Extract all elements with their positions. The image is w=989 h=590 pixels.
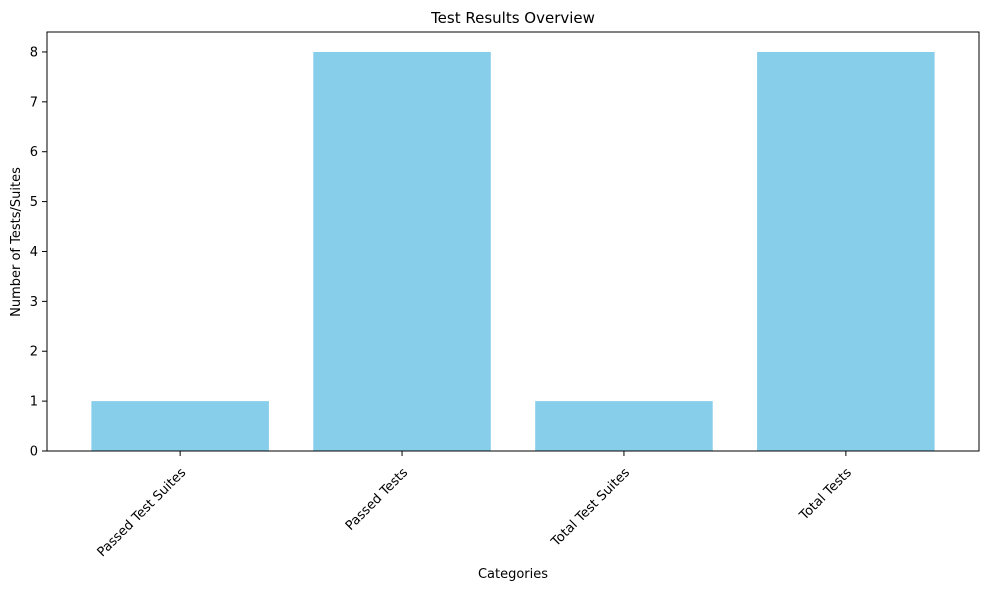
bar-passed-tests (313, 51, 491, 451)
bar-total-tests (757, 51, 935, 451)
x-axis-label: Categories (478, 567, 548, 582)
y-tick-label: 1 (30, 395, 38, 410)
plot-frame (46, 31, 980, 452)
y-tick-label: 0 (30, 445, 38, 460)
y-tick-label: 3 (30, 295, 38, 310)
x-tick-label: Passed Tests (343, 465, 411, 533)
x-tick-label: Total Test Suites (548, 465, 633, 550)
bar-total-test-suites (535, 401, 713, 451)
y-tick-label: 4 (30, 245, 38, 260)
y-axis: 0 1 2 3 4 5 6 7 8 (30, 45, 47, 460)
bars-layer (91, 51, 935, 451)
y-tick-label: 7 (30, 95, 38, 110)
chart-title: Test Results Overview (430, 9, 595, 27)
y-tick-label: 2 (30, 345, 38, 360)
y-tick-label: 5 (30, 195, 38, 210)
y-axis-label: Number of Tests/Suites (9, 167, 24, 317)
y-tick-label: 8 (30, 45, 38, 60)
y-tick-label: 6 (30, 145, 38, 160)
bar-passed-test-suites (91, 401, 269, 451)
x-axis: Passed Test Suites Passed Tests Total Test… (95, 451, 855, 560)
x-tick-label: Total Tests (796, 465, 855, 524)
x-tick-label: Passed Test Suites (95, 465, 190, 560)
